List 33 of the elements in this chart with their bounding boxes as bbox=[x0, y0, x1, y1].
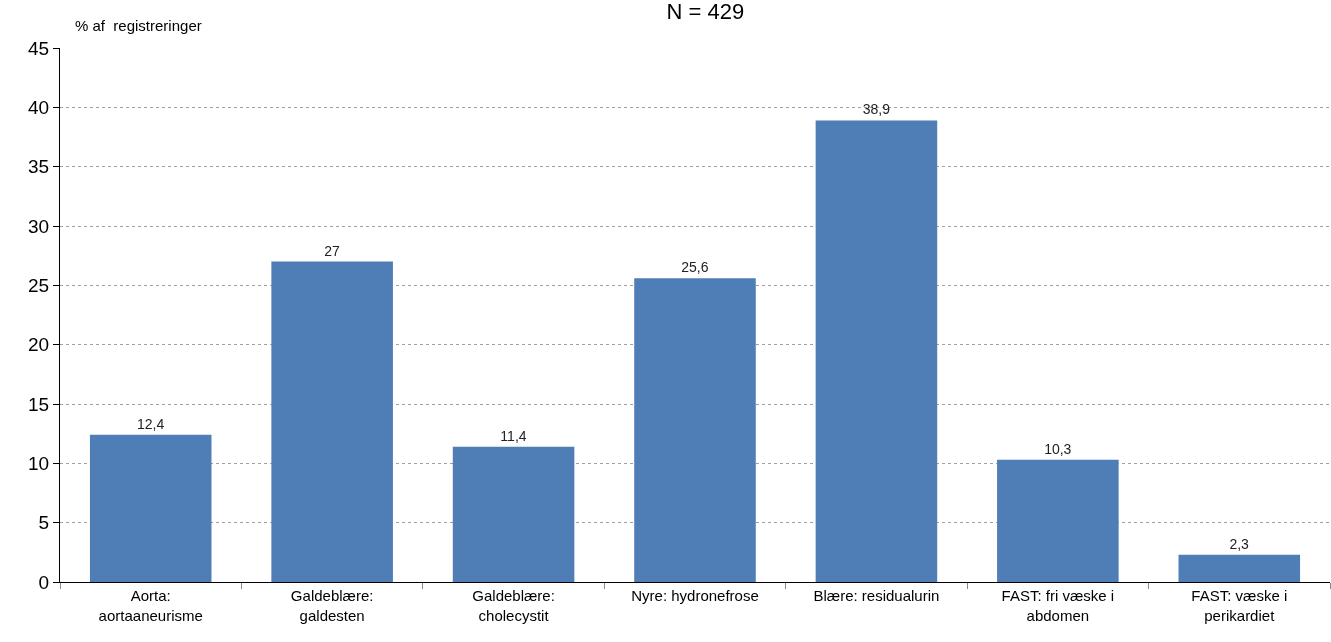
data-label: 25,6 bbox=[681, 259, 709, 276]
data-label: 11,4 bbox=[500, 427, 527, 444]
bar bbox=[815, 120, 938, 582]
bar bbox=[89, 434, 212, 582]
y-tick-label: 10 bbox=[28, 452, 50, 474]
bar bbox=[997, 459, 1119, 582]
x-tick-label: Aorta: aortaaneurisme bbox=[98, 587, 203, 624]
y-tick-label: 20 bbox=[28, 334, 50, 356]
bar bbox=[1178, 554, 1301, 582]
data-label: 27 bbox=[324, 242, 341, 259]
y-tick-label: 35 bbox=[28, 156, 50, 178]
x-tick-label: Galdeblære: galdesten bbox=[290, 587, 374, 624]
y-tick-label: 15 bbox=[28, 393, 50, 415]
data-label: 38,9 bbox=[862, 101, 891, 118]
data-label: 10,3 bbox=[1044, 440, 1072, 457]
y-tick-label: 0 bbox=[38, 571, 50, 593]
bar bbox=[271, 261, 393, 582]
chart-title: N = 429 bbox=[666, 0, 745, 24]
x-tick-label: FAST: væske i perikardiet bbox=[1191, 587, 1288, 624]
x-tick-label: Nyre: hydronefrose bbox=[631, 587, 759, 604]
y-axis-title: % af registreringer bbox=[75, 17, 202, 34]
y-tick-label: 5 bbox=[38, 512, 50, 534]
x-tick-label: FAST: fri væske i abdomen bbox=[1001, 587, 1115, 624]
x-tick-label: Galdeblære: cholecystit bbox=[472, 587, 555, 624]
bar bbox=[634, 278, 756, 582]
y-tick-label: 45 bbox=[28, 37, 50, 59]
data-label: 12,4 bbox=[136, 415, 165, 432]
bar bbox=[452, 446, 575, 582]
y-tick-label: 25 bbox=[28, 274, 50, 296]
data-label: 2,3 bbox=[1229, 535, 1250, 552]
x-tick-label: Blære: residualurin bbox=[813, 587, 940, 604]
y-tick-label: 30 bbox=[28, 215, 50, 237]
y-tick-label: 40 bbox=[28, 96, 50, 118]
